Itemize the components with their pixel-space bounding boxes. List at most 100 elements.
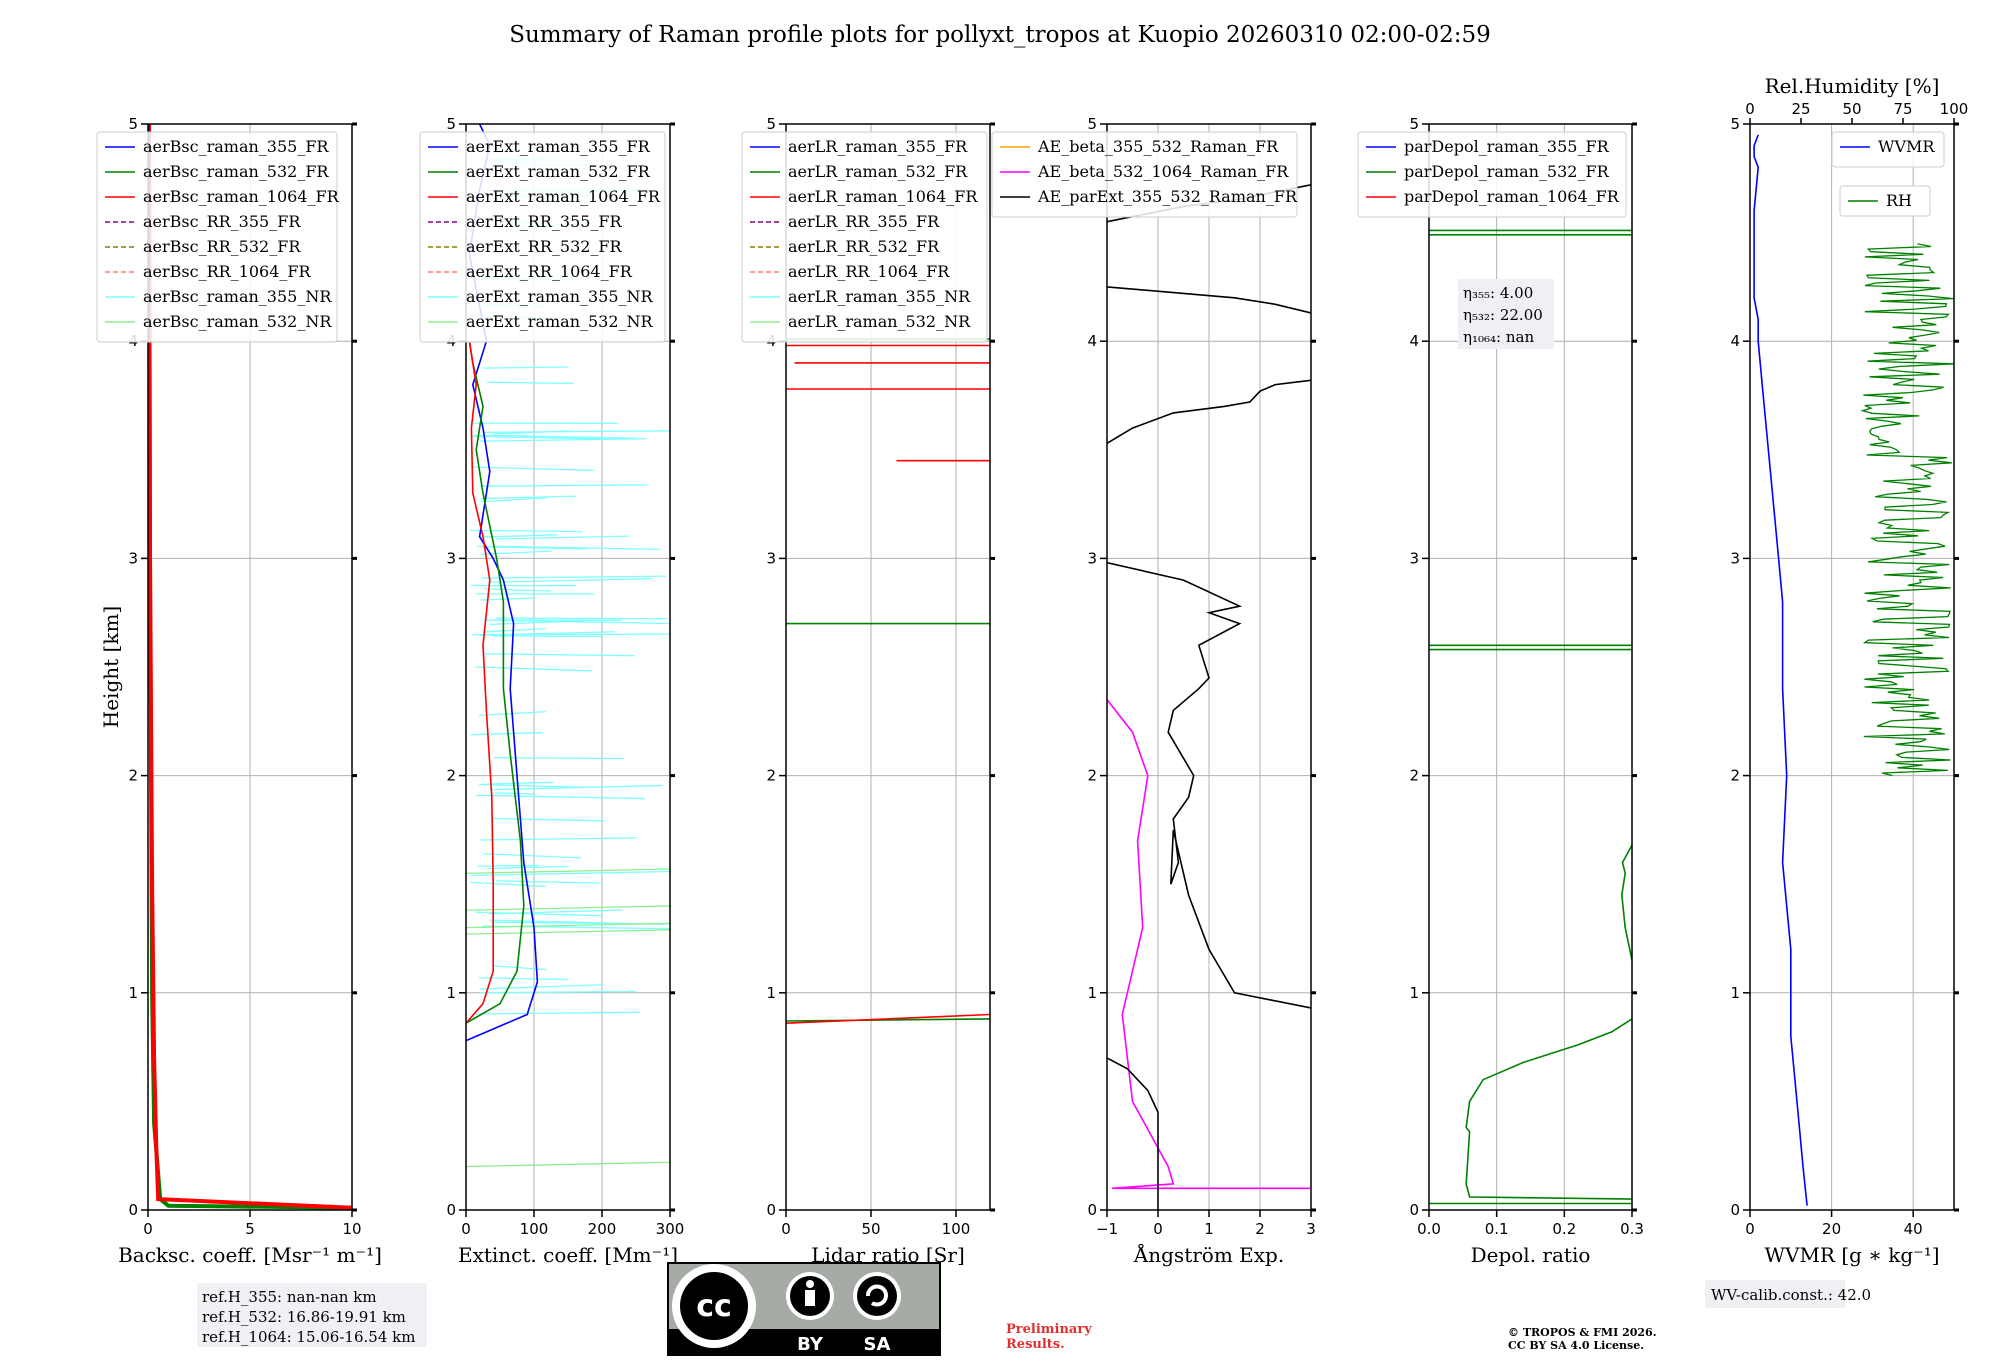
legend-label: aerExt_RR_355_FR bbox=[466, 212, 623, 231]
ytick-label: 5 bbox=[128, 115, 138, 133]
panel-bsc: 0510012345Backsc. coeff. [Msr⁻¹ m⁻¹]Heig… bbox=[96, 115, 382, 1267]
ext-nr355-segment bbox=[477, 864, 539, 867]
ext-nr355-segment bbox=[478, 534, 557, 538]
legend-rh: RH bbox=[1839, 185, 1931, 217]
ext-nr355-segment bbox=[494, 756, 624, 760]
figure-title: Summary of Raman profile plots for polly… bbox=[509, 22, 1491, 48]
xaxis-label: Depol. ratio bbox=[1471, 1243, 1591, 1267]
ext-nr355-segment bbox=[484, 653, 635, 657]
ytick-label: 5 bbox=[766, 115, 776, 133]
refh-annotation: ref.H_355: nan-nan km ref.H_532: 16.86-1… bbox=[197, 1283, 427, 1347]
legend: aerLR_raman_355_FR aerLR_raman_532_FR aerL… bbox=[741, 131, 988, 343]
ext-nr532-segment bbox=[466, 1161, 670, 1168]
plot-area bbox=[786, 338, 990, 1024]
ext-nr355-segment bbox=[492, 635, 602, 638]
series-line bbox=[1620, 844, 1632, 961]
legend: WVMR bbox=[1831, 131, 1945, 168]
legend-label: aerLR_RR_532_FR bbox=[788, 237, 940, 256]
ext-nr355-segment bbox=[484, 588, 552, 592]
cc-icon-text: cc bbox=[696, 1289, 732, 1324]
legend-label: parDepol_raman_532_FR bbox=[1404, 162, 1610, 181]
axes-frame bbox=[147, 123, 353, 1211]
xtick-label: 2 bbox=[1255, 1220, 1265, 1238]
xtick-label: 10 bbox=[342, 1220, 361, 1238]
x2tick-label: 75 bbox=[1893, 100, 1912, 118]
sa-label: SA bbox=[864, 1334, 891, 1355]
legend: aerExt_raman_355_FR aerExt_raman_532_FRae… bbox=[419, 131, 666, 343]
ytick-label: 2 bbox=[766, 767, 776, 785]
ytick-label: 0 bbox=[1087, 1201, 1097, 1219]
legend-label: aerExt_RR_532_FR bbox=[466, 237, 623, 256]
ytick-label: 0 bbox=[1730, 1201, 1740, 1219]
ext-nr532-segment bbox=[466, 868, 670, 874]
legend-label: aerLR_raman_532_FR bbox=[788, 162, 968, 181]
xtick-label: 0.1 bbox=[1485, 1220, 1509, 1238]
ext-nr355-segment bbox=[476, 545, 586, 550]
ext-nr355-segment bbox=[470, 870, 670, 877]
ext-nr355-segment bbox=[483, 627, 546, 633]
ext-nr355-segment bbox=[471, 466, 595, 472]
legend-label: aerBsc_raman_532_FR bbox=[143, 162, 329, 181]
ext-nr355-segment bbox=[485, 781, 554, 785]
wv-calib-text: WV-calib.const.: 42.0 bbox=[1711, 1286, 1871, 1304]
ytick-label: 2 bbox=[1730, 767, 1740, 785]
legend-label: aerLR_RR_1064_FR bbox=[788, 262, 950, 281]
xtick-label: 0 bbox=[1745, 1220, 1755, 1238]
ext-nr355-segment bbox=[479, 977, 569, 981]
yaxis-label: Height [km] bbox=[99, 606, 123, 728]
ext-nr355-segment bbox=[480, 438, 647, 442]
ext-nr355-segment bbox=[493, 965, 547, 971]
series-line bbox=[148, 124, 352, 1210]
legend: AE_beta_355_532_Raman_FR AE_beta_532_1064… bbox=[991, 131, 1298, 218]
ytick-label: 5 bbox=[1730, 115, 1740, 133]
ytick-label: 3 bbox=[128, 549, 138, 567]
ext-nr355-segment bbox=[470, 731, 544, 736]
legend: parDepol_raman_355_FR parDepol_raman_532_… bbox=[1357, 131, 1627, 218]
ext-nr355-segment bbox=[496, 535, 630, 540]
xtick-label: 0 bbox=[1153, 1220, 1163, 1238]
xtick-label: 3 bbox=[1306, 1220, 1316, 1238]
legend-label: aerBsc_raman_1064_FR bbox=[143, 187, 340, 206]
ytick-label: 3 bbox=[766, 549, 776, 567]
eta-annotation: η₃₅₅: 4.00 η₅₃₂: 22.00 η₁₀₆₄: nan bbox=[1458, 279, 1554, 349]
legend-label: aerLR_raman_355_NR bbox=[788, 287, 971, 306]
eta-line: η₁₀₆₄: nan bbox=[1463, 328, 1534, 346]
ytick-label: 3 bbox=[446, 549, 456, 567]
copyright-line2: CC BY SA 4.0 License. bbox=[1508, 1339, 1644, 1352]
xtick-label: 100 bbox=[942, 1220, 971, 1238]
legend-label: AE_beta_532_1064_Raman_FR bbox=[1037, 162, 1289, 181]
series-line bbox=[1107, 1057, 1159, 1210]
refh-1064: ref.H_1064: 15.06-16.54 km bbox=[202, 1328, 415, 1346]
legend-label: WVMR bbox=[1878, 137, 1935, 156]
xtick-label: 0 bbox=[143, 1220, 153, 1238]
legend: aerBsc_raman_355_FR aerBsc_raman_532_FRae… bbox=[96, 131, 340, 343]
ext-nr355-segment bbox=[478, 783, 583, 788]
ext-nr355-segment bbox=[491, 545, 661, 550]
ytick-label: 0 bbox=[766, 1201, 776, 1219]
ext-nr355-segment bbox=[480, 837, 637, 841]
xtick-label: 5 bbox=[245, 1220, 255, 1238]
xaxis-label: Ångström Exp. bbox=[1133, 1242, 1284, 1267]
legend-label: RH bbox=[1886, 191, 1912, 210]
legend-label: aerBsc_raman_355_NR bbox=[143, 287, 332, 306]
ext-nr355-segment bbox=[480, 484, 648, 487]
series-line bbox=[786, 1018, 990, 1022]
cc-license-badge: cc BY SA bbox=[667, 1262, 941, 1356]
ext-nr532-segment bbox=[466, 929, 670, 935]
xtick-label: 50 bbox=[861, 1220, 880, 1238]
legend-label: aerLR_raman_532_NR bbox=[788, 312, 971, 331]
x2tick-label: 50 bbox=[1842, 100, 1861, 118]
legend-label: aerLR_raman_355_FR bbox=[788, 137, 968, 156]
legend-label: aerExt_raman_1064_FR bbox=[466, 187, 661, 206]
series-line bbox=[466, 341, 495, 1024]
ext-nr355-segment bbox=[475, 666, 593, 672]
ext-nr355-segment bbox=[493, 817, 605, 822]
legend-label: AE_beta_355_532_Raman_FR bbox=[1037, 137, 1279, 156]
panel-ext: 0100200300012345Extinct. coeff. [Mm⁻¹]ae… bbox=[419, 115, 684, 1267]
ext-nr355-segment bbox=[471, 435, 609, 440]
legend-label: aerExt_raman_532_NR bbox=[466, 312, 654, 331]
refh-355: ref.H_355: nan-nan km bbox=[202, 1288, 377, 1306]
series-line bbox=[1107, 561, 1311, 1009]
preliminary-line2: Results. bbox=[1006, 1337, 1065, 1352]
x2tick-label: 0 bbox=[1745, 100, 1755, 118]
